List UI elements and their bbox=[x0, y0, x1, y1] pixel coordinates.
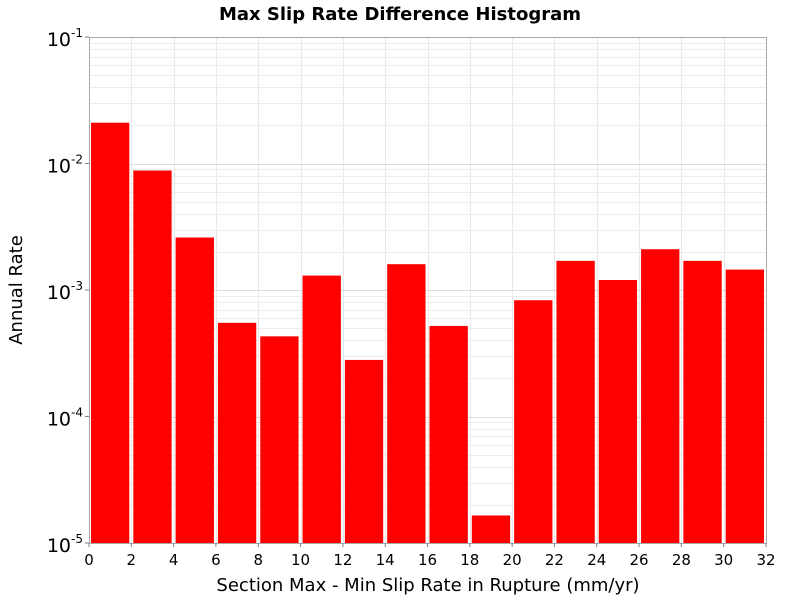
x-axis-label: Section Max - Min Slip Rate in Rupture (… bbox=[216, 575, 639, 596]
x-tick-label: 24 bbox=[587, 551, 606, 569]
y-tick-exponent: -5 bbox=[71, 532, 83, 546]
x-tick-label: 22 bbox=[545, 551, 564, 569]
y-tick-base: 10 bbox=[47, 409, 71, 431]
x-tick-label: 0 bbox=[84, 551, 94, 569]
y-tick-base: 10 bbox=[47, 535, 71, 557]
histogram-bar bbox=[598, 279, 638, 543]
x-tick-label: 4 bbox=[169, 551, 179, 569]
x-tick-label: 14 bbox=[376, 551, 395, 569]
histogram-bar bbox=[429, 325, 468, 543]
y-tick-label: 10-2 bbox=[47, 153, 83, 178]
y-tick-label: 10-1 bbox=[47, 26, 83, 51]
y-tick-label: 10-5 bbox=[47, 532, 83, 557]
x-tick-label: 32 bbox=[756, 551, 775, 569]
histogram-bar bbox=[387, 264, 426, 543]
y-tick-exponent: -3 bbox=[71, 279, 83, 293]
y-tick-exponent: -1 bbox=[71, 26, 83, 40]
y-tick-label: 10-3 bbox=[47, 279, 83, 304]
x-axis: 0 2 4 6 8 10 12 14 16 18 20 22 24 26 28 30 32 bbox=[84, 543, 776, 569]
y-axis-label: Annual Rate bbox=[6, 235, 27, 345]
x-tick-label: 20 bbox=[503, 551, 522, 569]
x-tick-label: 6 bbox=[211, 551, 221, 569]
y-tick-base: 10 bbox=[47, 156, 71, 178]
x-tick-label: 16 bbox=[418, 551, 437, 569]
chart-title: Max Slip Rate Difference Histogram bbox=[219, 4, 581, 25]
x-tick-label: 10 bbox=[291, 551, 310, 569]
histogram-bar bbox=[471, 515, 511, 543]
x-tick-label: 18 bbox=[460, 551, 479, 569]
x-tick-label: 26 bbox=[630, 551, 649, 569]
y-tick-base: 10 bbox=[47, 282, 71, 304]
y-axis: 10-110-210-310-410-5 bbox=[47, 26, 89, 557]
histogram-bar bbox=[641, 249, 680, 543]
y-tick-base: 10 bbox=[47, 29, 71, 51]
y-tick-exponent: -4 bbox=[71, 406, 83, 420]
histogram-bar bbox=[175, 237, 214, 544]
histogram-bar bbox=[683, 260, 722, 543]
plot-area bbox=[89, 37, 767, 544]
y-tick-exponent: -2 bbox=[71, 153, 83, 167]
x-tick-label: 8 bbox=[253, 551, 263, 569]
histogram-bar bbox=[344, 359, 384, 543]
x-tick-label: 12 bbox=[333, 551, 352, 569]
histogram-bar bbox=[725, 269, 764, 543]
bars bbox=[91, 122, 764, 544]
histogram-bar bbox=[302, 275, 341, 543]
histogram-bar bbox=[133, 170, 172, 543]
histogram-bar bbox=[217, 322, 257, 543]
x-tick-label: 2 bbox=[127, 551, 137, 569]
histogram-bar bbox=[260, 336, 299, 543]
y-tick-label: 10-4 bbox=[47, 406, 83, 431]
histogram-bar bbox=[556, 260, 595, 543]
histogram-bar bbox=[514, 300, 553, 543]
x-tick-label: 28 bbox=[672, 551, 691, 569]
histogram-bar bbox=[91, 122, 130, 543]
x-tick-label: 30 bbox=[714, 551, 733, 569]
